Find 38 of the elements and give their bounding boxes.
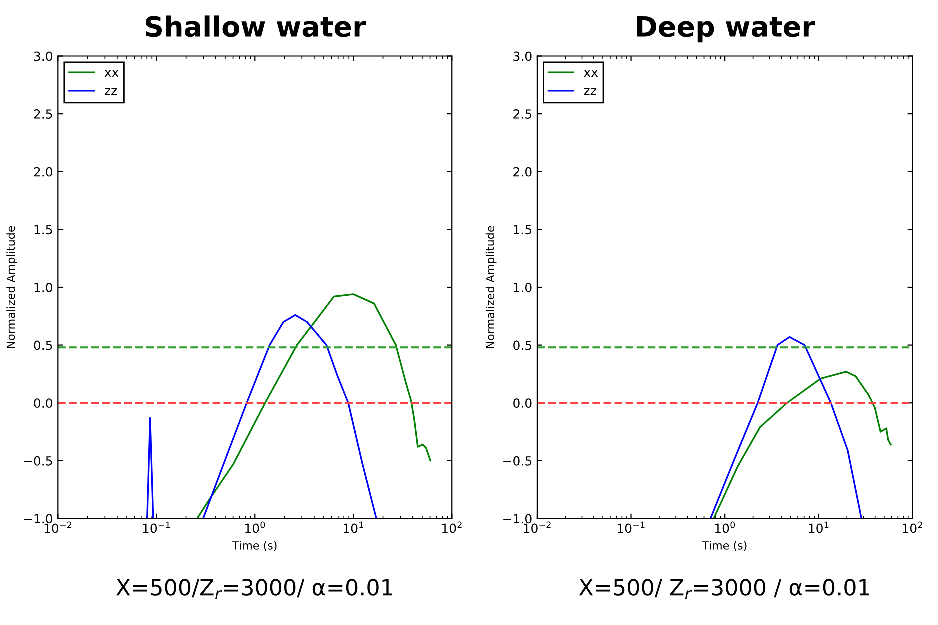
y-tick-label: 3.0	[34, 52, 52, 62]
y-tick-label: 1.0	[34, 282, 52, 292]
y-axis-title: Normalized Amplitude	[6, 226, 18, 348]
y-tick-label: 1.5	[514, 225, 532, 235]
x-tick-label: 10$^{2}$	[903, 522, 922, 534]
y-tick-label: 1.5	[34, 225, 52, 235]
chart-title: Deep water	[637, 16, 816, 43]
y-tick-label: 2.0	[34, 167, 52, 177]
y-tick-label: 2.5	[34, 110, 52, 119]
x-tick-label: 10$^{0}$	[246, 522, 266, 534]
x-tick-label: 10$^{1}$	[344, 522, 364, 534]
y-tick-label: −1.0	[504, 514, 532, 524]
text: X=500/Z$_{r}$=3000/ α=0.01	[116, 579, 392, 600]
x-tick-label: 10$^{2}$	[442, 522, 462, 534]
y-axis-title: Normalized Amplitude	[486, 226, 497, 348]
x-axis-title: Time (s)	[702, 541, 747, 552]
x-tick-label: 10$^{1}$	[809, 522, 829, 534]
x-axis-title: Time (s)	[232, 541, 277, 552]
y-tick-label: 2.0	[514, 167, 532, 177]
y-tick-label: 1.0	[514, 282, 532, 292]
x-tick-label: 10$^{−1}$	[143, 522, 170, 534]
y-tick-label: 3.0	[514, 52, 532, 62]
legend-label: xx	[584, 70, 598, 77]
y-tick-label: 0.5	[34, 340, 52, 350]
x-tick-label: 10$^{−1}$	[618, 522, 645, 534]
text: X=500/ Z$_{r}$=3000 / α=0.01	[579, 579, 870, 600]
y-tick-label: 0.0	[34, 398, 52, 408]
legend-label: zz	[584, 88, 596, 96]
y-tick-label: 2.5	[514, 110, 532, 119]
y-tick-label: −0.5	[24, 456, 52, 466]
y-tick-label: 0.0	[514, 398, 532, 408]
legend-label: xx	[104, 70, 119, 77]
chart-title: Shallow water	[146, 16, 366, 38]
legend-label: zz	[104, 88, 117, 96]
y-tick-label: −0.5	[504, 456, 532, 466]
x-tick-label: 10$^{0}$	[715, 522, 736, 534]
y-tick-label: −1.0	[24, 514, 52, 524]
y-tick-label: 0.5	[514, 340, 532, 350]
